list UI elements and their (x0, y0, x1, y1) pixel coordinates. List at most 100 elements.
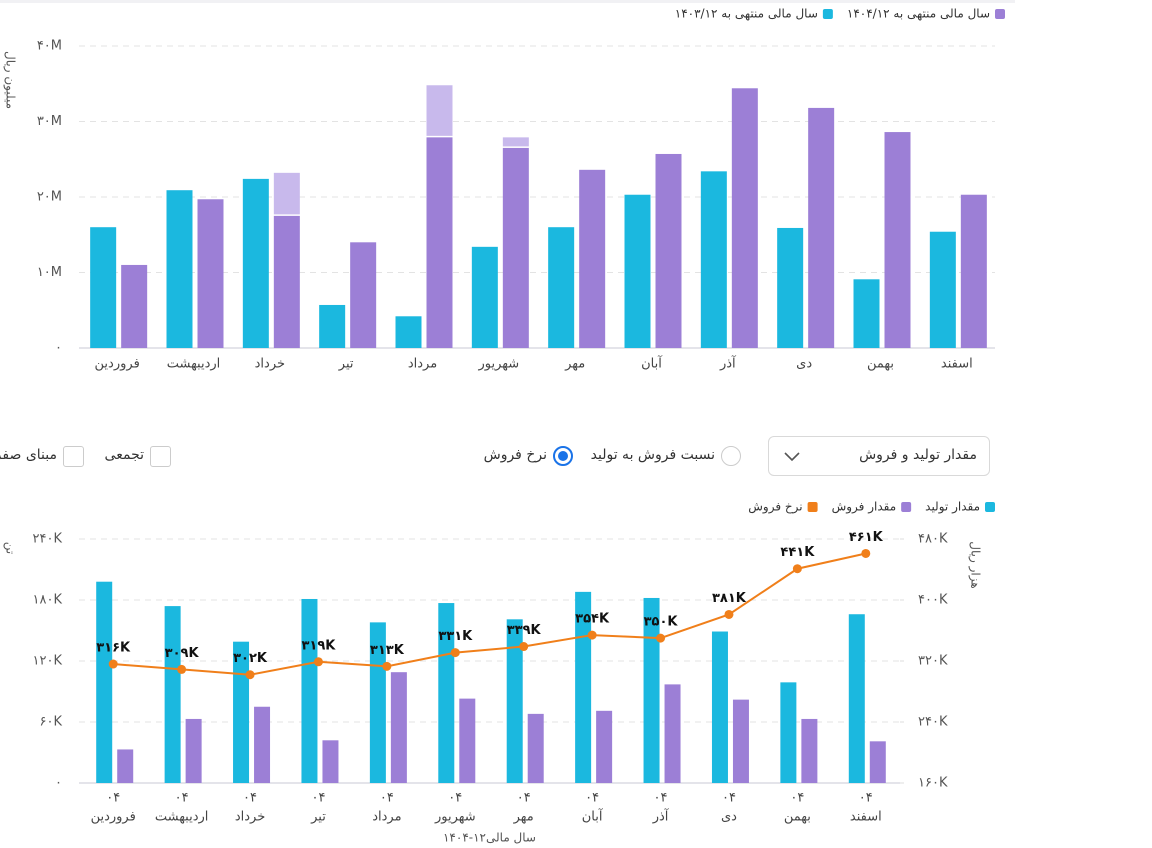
bar (960, 194, 987, 348)
x-tick-label: ۰۴ (175, 791, 189, 806)
data-label: ۳۳۹K (507, 623, 542, 638)
point (656, 633, 666, 643)
legend-label: مقدار تولید (925, 500, 980, 515)
bar (884, 132, 911, 348)
chevron (784, 452, 800, 462)
bar (808, 107, 835, 348)
bar (502, 137, 529, 147)
bar (869, 741, 886, 783)
x-tick-label: بهمن (784, 810, 811, 825)
bar (655, 153, 682, 348)
radio-label[interactable]: نسبت فروش به تولید (590, 447, 715, 463)
point (450, 648, 460, 658)
x-tick-label: اسفند (941, 357, 973, 372)
data-label: ۳۵۴K (575, 612, 610, 627)
point (861, 548, 871, 558)
bar (732, 699, 749, 783)
x-tick-label: تیر (310, 810, 326, 825)
data-label: ۴۴۱K (780, 545, 815, 560)
radio[interactable] (553, 446, 573, 466)
bar (575, 591, 592, 783)
bar (664, 684, 681, 783)
x-tick-label: مهر (513, 810, 534, 825)
bar (596, 710, 613, 783)
bar (777, 227, 804, 348)
bar (853, 279, 880, 348)
y-tick-label: ۱۰M (37, 265, 62, 280)
x-tick-label: ۰۴ (311, 791, 325, 806)
point (724, 609, 734, 619)
bar (700, 171, 727, 348)
y2-axis-title: هزار ریال (968, 541, 983, 588)
bar (350, 242, 377, 348)
legend-label: سال مالی منتهی به ۱۴۰۴/۱۲ (847, 7, 990, 21)
dropdown-label: مقدار تولید و فروش (859, 447, 977, 463)
data-label: ۳۸۱K (712, 591, 747, 606)
data-label: ۳۰۲K (233, 651, 268, 666)
y-tick-label: ۲۴۰K (33, 532, 63, 547)
bar (164, 606, 181, 783)
bar (801, 718, 818, 783)
x-tick-label: خرداد (235, 810, 265, 825)
point (382, 661, 392, 671)
x-tick-label: خرداد (255, 357, 285, 372)
checkbox[interactable] (150, 446, 171, 467)
x-tick-label: اردیبهشت (155, 810, 209, 825)
checkbox-label[interactable]: مبنای صفر (0, 447, 57, 463)
dropdown[interactable]: مقدار تولید و فروش (768, 436, 990, 476)
legend-label: مقدار فروش (832, 500, 897, 515)
y2-tick-label: ۴۸۰K (918, 532, 948, 547)
bar (731, 88, 758, 348)
x-tick-label: ۰۴ (654, 791, 668, 806)
bar (96, 581, 113, 783)
point (313, 657, 323, 667)
y2-tick-label: ۴۰۰K (918, 593, 948, 608)
bar (506, 619, 523, 783)
x-tick-label: مرداد (408, 357, 437, 372)
line (113, 552, 867, 676)
bar (273, 172, 300, 215)
bar (197, 199, 224, 348)
x-tick-label: مرداد (372, 810, 401, 825)
bar (643, 597, 660, 783)
bar (369, 622, 386, 783)
checkbox[interactable] (63, 446, 84, 467)
bar (390, 672, 407, 783)
bar (233, 641, 250, 783)
data-label: ۳۱۶K (96, 641, 131, 656)
x-axis-title: سال مالی۱۲-۱۴۰۴ (443, 831, 536, 845)
data-label: ۳۱۳K (370, 643, 405, 658)
bar (90, 227, 117, 348)
x-tick-label: ۰۴ (243, 791, 257, 806)
bar (780, 682, 797, 783)
data-label: ۳۳۱K (438, 629, 473, 644)
x-tick-label: ۰۴ (517, 791, 531, 806)
point (108, 659, 118, 669)
legend-swatch (995, 9, 1005, 19)
x-tick-label: ۰۴ (448, 791, 462, 806)
bar (395, 316, 422, 348)
y-axis-title: میلیون ریال (3, 51, 18, 109)
legend-label: سال مالی منتهی به ۱۴۰۳/۱۲ (675, 7, 818, 21)
data-label: ۳۱۹K (302, 638, 337, 653)
legend-swatch (807, 502, 818, 512)
bar (929, 231, 956, 348)
legend-label: نرخ فروش (748, 500, 802, 515)
checkbox-label[interactable]: تجمعی (104, 447, 144, 463)
data-label: ۳۰۹K (165, 646, 200, 661)
top-strip (0, 0, 1015, 3)
x-tick-label: شهریور (477, 357, 519, 372)
x-tick-label: ۰۴ (380, 791, 394, 806)
y-axis-title: تن (3, 542, 18, 554)
y-tick-label: ۲۰M (37, 190, 62, 205)
bar (711, 631, 728, 783)
radio[interactable] (721, 446, 741, 466)
x-tick-label: تیر (338, 357, 354, 372)
x-tick-label: ۰۴ (106, 791, 120, 806)
radio-label[interactable]: نرخ فروش (483, 447, 547, 463)
x-tick-label: فروردین (95, 357, 140, 372)
bar (117, 749, 134, 783)
bar (273, 215, 300, 348)
bar (319, 304, 346, 348)
